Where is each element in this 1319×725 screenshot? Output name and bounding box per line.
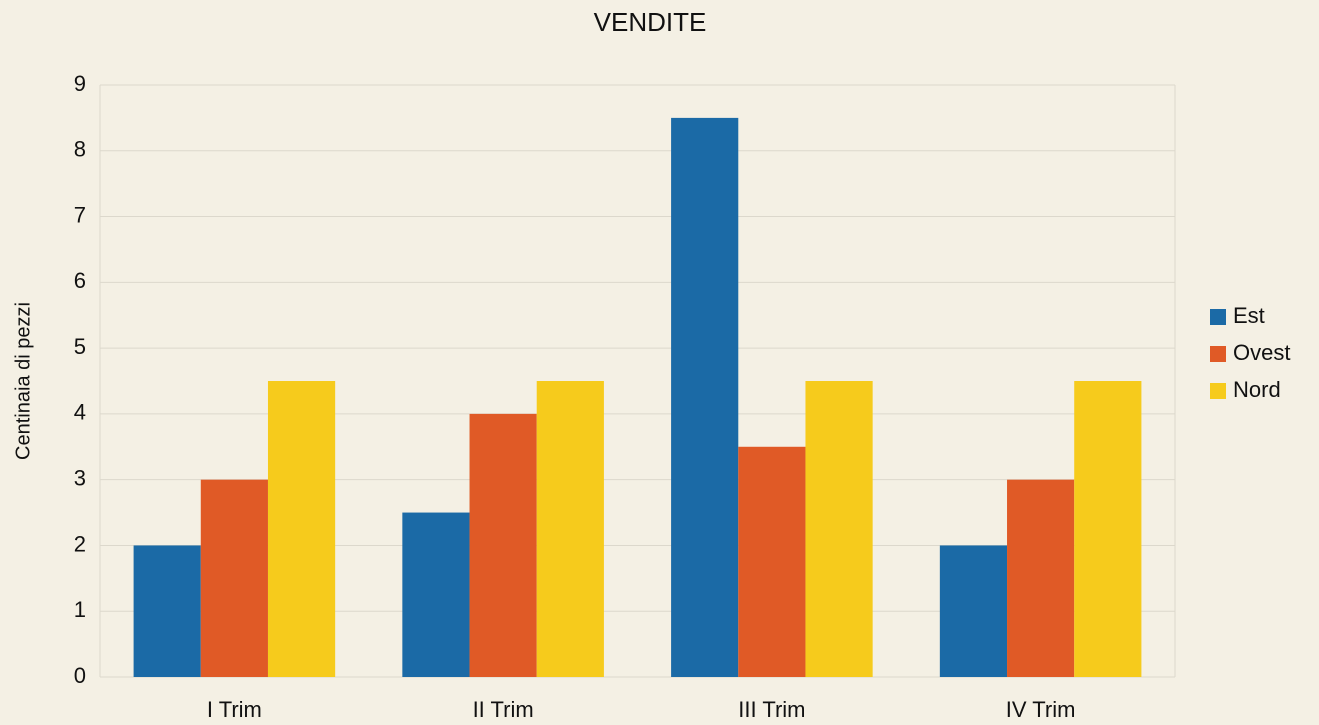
bar <box>671 117 739 677</box>
bar <box>200 479 268 677</box>
y-tick-label: 6 <box>74 268 86 293</box>
bar <box>267 381 336 677</box>
bar <box>805 381 873 677</box>
bar <box>1074 381 1142 677</box>
x-tick-label: IV Trim <box>1006 697 1076 722</box>
bar <box>939 545 1008 677</box>
y-tick-label: 3 <box>74 465 86 490</box>
y-tick-label: 4 <box>74 400 86 425</box>
bar <box>469 413 537 677</box>
bar <box>536 381 604 677</box>
chart-title: VENDITE <box>594 7 707 37</box>
x-tick-label: I Trim <box>207 697 262 722</box>
legend-swatch <box>1210 309 1226 325</box>
x-tick-label: II Trim <box>473 697 534 722</box>
y-tick-label: 1 <box>74 597 86 622</box>
bar <box>133 545 201 677</box>
y-tick-label: 5 <box>74 334 86 359</box>
legend-label: Ovest <box>1233 340 1290 365</box>
legend-swatch <box>1210 346 1226 362</box>
legend-label: Est <box>1233 303 1265 328</box>
bar <box>402 512 470 677</box>
y-axis-label: Centinaia di pezzi <box>12 302 34 460</box>
x-tick-label: III Trim <box>738 697 805 722</box>
y-tick-label: 8 <box>74 137 86 162</box>
legend-label: Nord <box>1233 377 1281 402</box>
bar <box>738 446 806 677</box>
y-tick-label: 0 <box>74 663 86 688</box>
y-tick-label: 2 <box>74 531 86 556</box>
bar <box>1007 479 1075 677</box>
y-tick-label: 9 <box>74 71 86 96</box>
legend-swatch <box>1210 383 1226 399</box>
y-tick-label: 7 <box>74 202 86 227</box>
